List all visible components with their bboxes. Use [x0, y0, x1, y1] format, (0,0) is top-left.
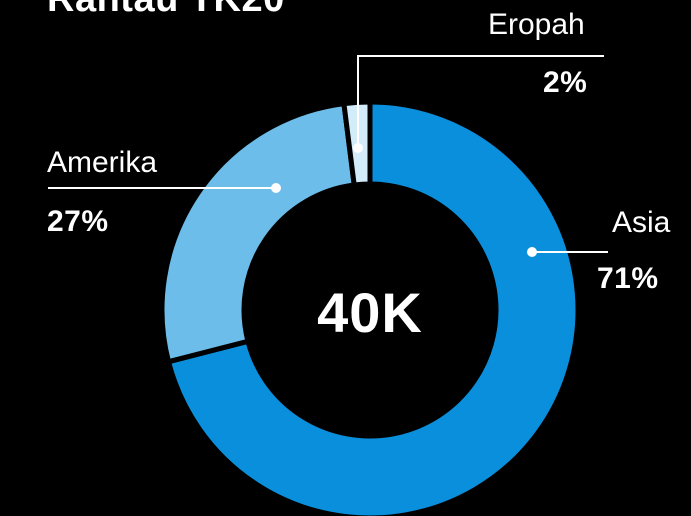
slice-label-asia: Asia	[612, 206, 671, 239]
donut-center-total: 40K	[317, 281, 423, 344]
leader-dot-asia	[527, 247, 537, 257]
donut-slice-asia	[165, 99, 581, 516]
leader-line-eropah	[357, 55, 604, 148]
slice-percent-asia: 71%	[597, 262, 659, 295]
donut-slice-amerika	[159, 100, 358, 365]
slice-label-eropah: Eropah	[488, 8, 585, 41]
leader-dot-eropah	[353, 143, 363, 153]
slice-percent-eropah: 2%	[543, 66, 588, 99]
chart-title: Rantau TK20	[47, 0, 285, 21]
slice-label-amerika: Amerika	[47, 146, 158, 179]
leader-dot-amerika	[271, 183, 281, 193]
slice-percent-amerika: 27%	[47, 205, 109, 238]
